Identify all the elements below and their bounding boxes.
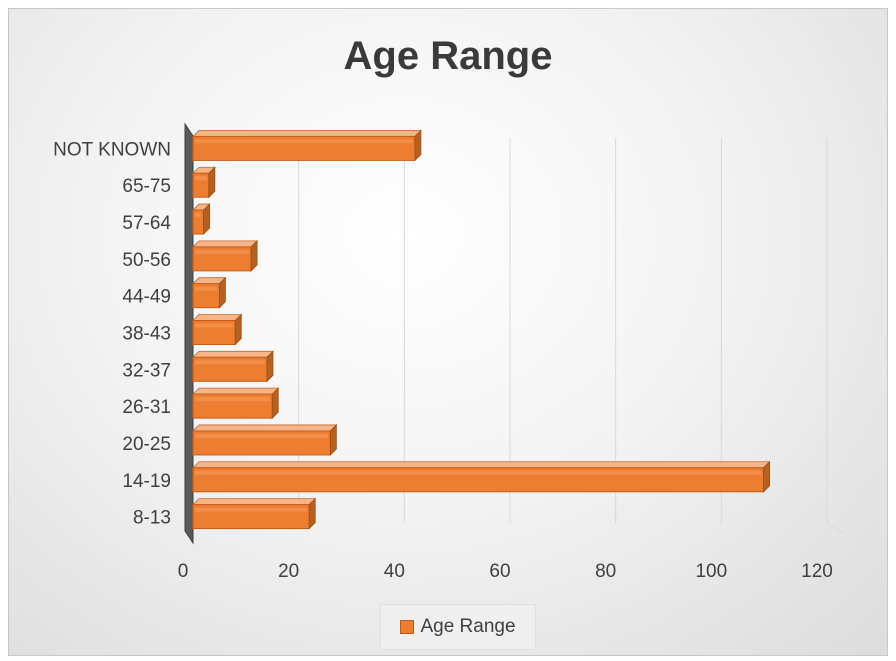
legend-label: Age Range	[420, 616, 516, 637]
category-label: 50-56	[122, 250, 171, 271]
category-label: NOT KNOWN	[53, 139, 171, 160]
category-label: 20-25	[122, 434, 171, 455]
bar	[192, 460, 771, 493]
chart-title: Age Range	[343, 34, 553, 78]
category-label: 32-37	[122, 360, 171, 381]
bar	[192, 239, 259, 272]
bar	[192, 423, 338, 456]
category-label: 57-64	[122, 213, 171, 234]
legend: Age Range	[380, 604, 536, 650]
category-label: 38-43	[122, 324, 171, 345]
x-tick-label: 40	[384, 561, 405, 582]
bar	[192, 497, 317, 530]
category-label: 44-49	[122, 287, 171, 308]
chart-area	[8, 8, 888, 656]
category-label: 14-19	[122, 471, 171, 492]
category-label: 8-13	[133, 508, 171, 529]
bar	[192, 129, 422, 162]
bar	[192, 387, 280, 420]
x-tick-label: 100	[695, 561, 727, 582]
x-tick-label: 120	[801, 561, 833, 582]
bar	[192, 166, 216, 199]
legend-swatch	[400, 620, 415, 634]
x-tick-label: 60	[489, 561, 510, 582]
bar	[192, 276, 227, 309]
floor-edge	[826, 522, 848, 536]
bar	[192, 203, 211, 236]
x-tick-label: 20	[278, 561, 299, 582]
x-tick-label: 0	[178, 561, 189, 582]
bar	[192, 350, 274, 383]
category-label: 26-31	[122, 397, 171, 418]
x-tick-label: 80	[595, 561, 616, 582]
bar	[192, 313, 243, 346]
category-label: 65-75	[122, 176, 171, 197]
category-axis	[184, 122, 194, 545]
